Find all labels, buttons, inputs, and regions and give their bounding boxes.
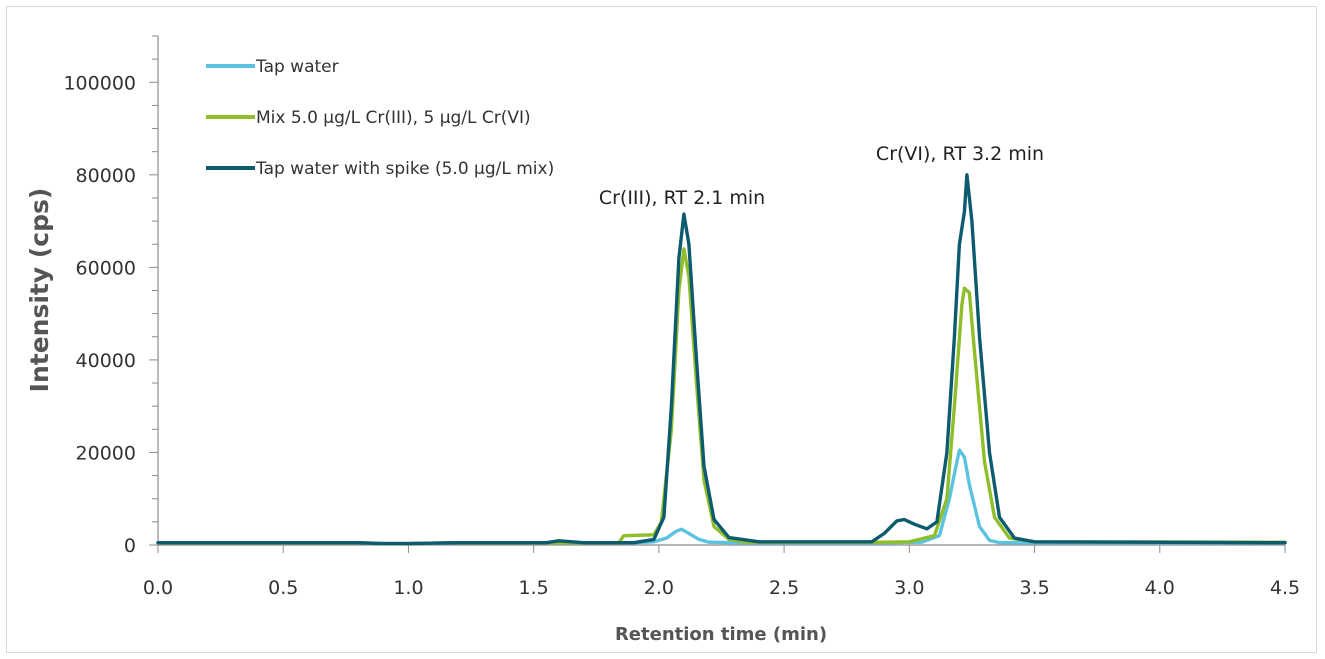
y-tick-label: 0 [124, 535, 136, 557]
series-line-2 [156, 247, 1287, 546]
x-tick-label: 0.0 [143, 577, 173, 599]
legend-label-2: Mix 5.0 µg/L Cr(III), 5 µg/L Cr(VI) [256, 108, 531, 128]
y-axis-title: Intensity (cps) [25, 188, 54, 393]
x-tick-label: 4.5 [1270, 577, 1300, 599]
x-tick-label: 2.5 [769, 577, 799, 599]
y-tick-label: 100000 [63, 72, 136, 94]
x-tick-label: 4.0 [1145, 577, 1175, 599]
x-axis-title: Retention time (min) [615, 624, 827, 645]
legend-label-1: Tap water [255, 57, 339, 77]
x-tick-label: 2.0 [644, 577, 674, 599]
y-ticks: 0 20000 40000 60000 80000 100000 [63, 35, 158, 557]
peak-annotation-1: Cr(III), RT 2.1 min [599, 187, 765, 209]
x-tick-label: 1.5 [519, 577, 549, 599]
series-lines [156, 173, 1287, 546]
series-line-3 [156, 173, 1287, 546]
x-tick-label: 0.5 [268, 577, 298, 599]
y-tick-label: 60000 [76, 257, 136, 279]
y-tick-label: 20000 [76, 442, 136, 464]
y-tick-label: 80000 [76, 165, 136, 187]
x-ticks: 0.0 0.5 1.0 1.5 2.0 2.5 3.0 3.5 4.0 4.5 [143, 545, 1300, 599]
legend-label-3: Tap water with spike (5.0 µg/L mix) [255, 159, 554, 179]
y-tick-label: 40000 [76, 350, 136, 372]
legend: Tap water Mix 5.0 µg/L Cr(III), 5 µg/L Cr… [206, 57, 554, 179]
annotations: Cr(III), RT 2.1 min Cr(VI), RT 3.2 min [599, 143, 1044, 209]
peak-annotation-2: Cr(VI), RT 3.2 min [876, 143, 1044, 165]
x-tick-label: 1.0 [393, 577, 423, 599]
x-tick-label: 3.5 [1019, 577, 1049, 599]
x-tick-label: 3.0 [894, 577, 924, 599]
